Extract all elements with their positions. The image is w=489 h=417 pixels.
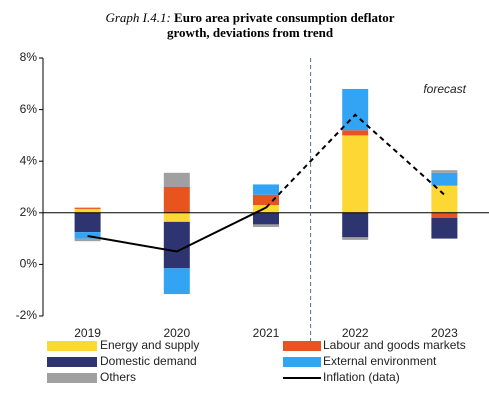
legend-label: External environment xyxy=(323,354,437,368)
bar-segment xyxy=(74,238,101,242)
x-tick-label: 2019 xyxy=(74,326,101,340)
bar-segment xyxy=(342,135,369,213)
title-text: Euro area private consumption deflator g… xyxy=(166,10,395,40)
legend-swatch xyxy=(47,357,97,367)
x-tick-label: 2021 xyxy=(253,326,280,340)
forecast-label: forecast xyxy=(423,82,466,96)
y-tick-label: 2% xyxy=(20,205,38,219)
bar-segment xyxy=(431,172,458,186)
x-tick-label: 2023 xyxy=(431,326,458,340)
inflation-line xyxy=(87,206,267,253)
bar-segment xyxy=(431,217,458,239)
bar-segment xyxy=(74,208,101,213)
legend-swatch xyxy=(283,341,321,351)
legend-label: Domestic demand xyxy=(100,354,197,368)
legend-swatch xyxy=(47,373,97,383)
y-tick-label: 0% xyxy=(20,257,38,271)
bar-segment xyxy=(74,232,101,239)
bar-segment xyxy=(431,212,458,218)
x-tick-label: 2020 xyxy=(163,326,190,340)
bar-segment xyxy=(342,88,369,131)
bar-segment xyxy=(163,172,190,187)
inflation-line-forecast xyxy=(265,113,446,209)
legend-swatch xyxy=(283,357,321,367)
bar-segment xyxy=(431,185,458,213)
bar-segment xyxy=(163,268,190,295)
bar-segment xyxy=(253,205,279,213)
title-prefix: Graph I.4.1: xyxy=(105,10,171,25)
legend-label: Energy and supply xyxy=(100,338,199,352)
bar-segment xyxy=(253,224,279,227)
bar-segment xyxy=(342,237,369,240)
bar-segment xyxy=(431,170,458,173)
bar-segment xyxy=(253,184,279,195)
bar-segment xyxy=(342,212,369,238)
y-tick-label: 4% xyxy=(20,153,38,167)
y-tick-label: -2% xyxy=(16,308,38,322)
bar-segment xyxy=(253,212,279,225)
x-tick-label: 2022 xyxy=(342,326,369,340)
legend-label: Others xyxy=(100,370,136,384)
bar-segment xyxy=(74,212,101,233)
bar-segment xyxy=(163,221,190,269)
y-tick-label: 6% xyxy=(20,102,38,116)
bar-segment xyxy=(163,187,190,213)
bar-segment xyxy=(253,194,279,206)
y-tick-label: 8% xyxy=(20,50,38,64)
bar-segment xyxy=(74,207,101,209)
legend-swatch xyxy=(47,341,97,351)
legend-label: Inflation (data) xyxy=(323,370,400,384)
bar-segment xyxy=(342,130,369,136)
chart-title: Graph I.4.1: Euro area private consumpti… xyxy=(90,10,410,40)
bar-segment xyxy=(163,212,190,222)
legend-label: Labour and goods markets xyxy=(323,338,466,352)
